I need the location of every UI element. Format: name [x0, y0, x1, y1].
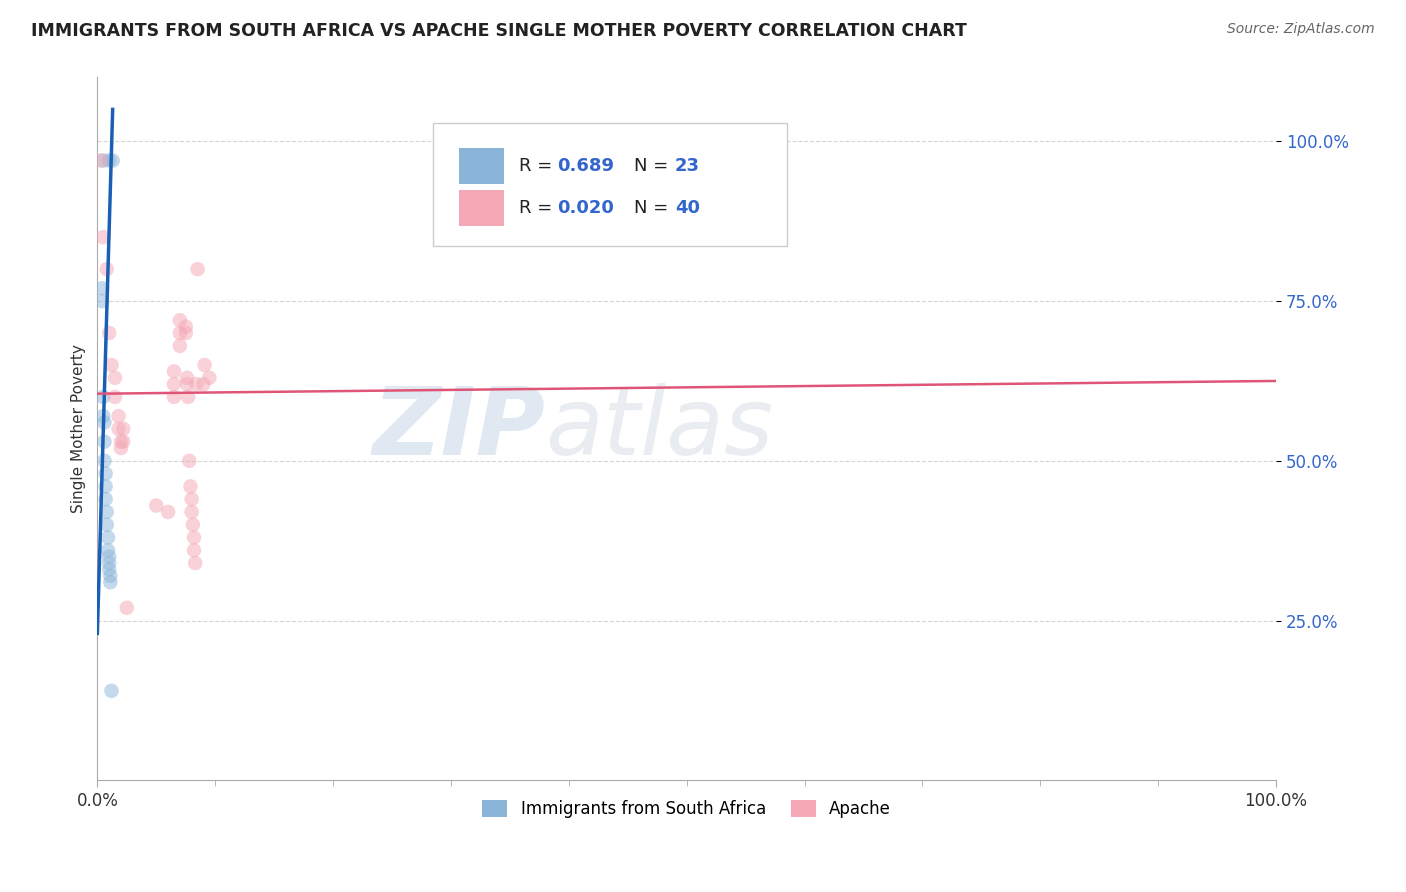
Point — [104, 370, 127, 384]
Point — [198, 370, 221, 384]
Point — [180, 505, 202, 519]
Text: 0.020: 0.020 — [557, 199, 614, 217]
Point — [174, 326, 197, 340]
Point — [163, 364, 186, 378]
Point — [94, 479, 117, 493]
Text: N =: N = — [634, 157, 673, 175]
Point — [163, 390, 186, 404]
Point — [96, 262, 118, 277]
Text: N =: N = — [634, 199, 673, 217]
Point — [179, 454, 201, 468]
Text: 40: 40 — [675, 199, 700, 217]
Point — [183, 531, 205, 545]
Text: 23: 23 — [675, 157, 700, 175]
Point — [98, 575, 121, 590]
Point — [91, 153, 114, 168]
Point — [176, 377, 198, 392]
Text: Source: ZipAtlas.com: Source: ZipAtlas.com — [1227, 22, 1375, 37]
Point — [180, 492, 202, 507]
Point — [90, 153, 112, 168]
Point — [97, 543, 120, 558]
Point — [145, 499, 167, 513]
FancyBboxPatch shape — [433, 123, 787, 246]
Point — [169, 339, 191, 353]
Point — [93, 454, 115, 468]
Point — [110, 434, 132, 449]
FancyBboxPatch shape — [460, 148, 503, 185]
Point — [174, 319, 197, 334]
Point — [93, 416, 115, 430]
Point — [97, 531, 120, 545]
Point — [183, 543, 205, 558]
Point — [98, 569, 121, 583]
Point — [100, 358, 122, 372]
Point — [91, 281, 114, 295]
Point — [186, 377, 208, 392]
Point — [193, 377, 215, 392]
Point — [98, 556, 121, 570]
Y-axis label: Single Mother Poverty: Single Mother Poverty — [72, 344, 86, 513]
Text: ZIP: ZIP — [373, 383, 546, 475]
Point — [104, 390, 127, 404]
Point — [98, 326, 121, 340]
Text: IMMIGRANTS FROM SOUTH AFRICA VS APACHE SINGLE MOTHER POVERTY CORRELATION CHART: IMMIGRANTS FROM SOUTH AFRICA VS APACHE S… — [31, 22, 967, 40]
Point — [98, 153, 121, 168]
Point — [96, 517, 118, 532]
Point — [181, 517, 204, 532]
Point — [94, 467, 117, 481]
Point — [169, 326, 191, 340]
Point — [169, 313, 191, 327]
Point — [115, 600, 138, 615]
Point — [91, 390, 114, 404]
Point — [91, 294, 114, 309]
Point — [194, 358, 217, 372]
Point — [177, 390, 200, 404]
FancyBboxPatch shape — [460, 190, 503, 227]
Point — [91, 230, 114, 244]
Point — [163, 377, 186, 392]
Point — [98, 549, 121, 564]
Point — [157, 505, 180, 519]
Point — [100, 683, 122, 698]
Point — [112, 434, 135, 449]
Point — [176, 370, 198, 384]
Point — [107, 422, 129, 436]
Point — [101, 153, 124, 168]
Point — [98, 562, 121, 576]
Text: R =: R = — [519, 199, 564, 217]
Text: atlas: atlas — [546, 384, 773, 475]
Text: R =: R = — [519, 157, 564, 175]
Point — [91, 409, 114, 423]
Point — [187, 262, 209, 277]
Point — [94, 492, 117, 507]
Point — [110, 441, 132, 455]
Text: 0.689: 0.689 — [557, 157, 614, 175]
Point — [184, 556, 207, 570]
Point — [107, 409, 129, 423]
Point — [96, 505, 118, 519]
Point — [179, 479, 201, 493]
Legend: Immigrants from South Africa, Apache: Immigrants from South Africa, Apache — [475, 793, 898, 825]
Point — [112, 422, 135, 436]
Point — [93, 434, 115, 449]
